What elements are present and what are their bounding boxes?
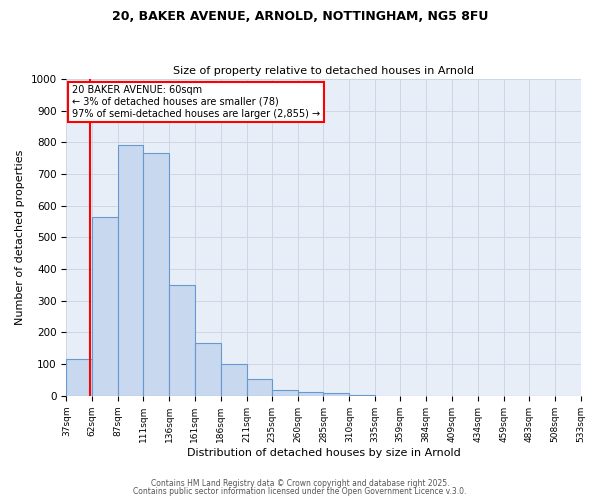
Bar <box>272 390 298 396</box>
Bar <box>247 379 272 396</box>
Bar <box>169 285 195 396</box>
Text: 20, BAKER AVENUE, ARNOLD, NOTTINGHAM, NG5 8FU: 20, BAKER AVENUE, ARNOLD, NOTTINGHAM, NG… <box>112 10 488 23</box>
Title: Size of property relative to detached houses in Arnold: Size of property relative to detached ho… <box>173 66 474 76</box>
Bar <box>92 217 118 396</box>
Text: Contains public sector information licensed under the Open Government Licence v.: Contains public sector information licen… <box>133 487 467 496</box>
Y-axis label: Number of detached properties: Number of detached properties <box>15 150 25 325</box>
Bar <box>118 144 143 396</box>
X-axis label: Distribution of detached houses by size in Arnold: Distribution of detached houses by size … <box>187 448 460 458</box>
Bar <box>221 364 247 396</box>
Text: Contains HM Land Registry data © Crown copyright and database right 2025.: Contains HM Land Registry data © Crown c… <box>151 478 449 488</box>
Bar <box>143 152 169 396</box>
Text: 20 BAKER AVENUE: 60sqm
← 3% of detached houses are smaller (78)
97% of semi-deta: 20 BAKER AVENUE: 60sqm ← 3% of detached … <box>71 86 320 118</box>
Bar <box>67 360 92 396</box>
Bar <box>349 395 375 396</box>
Bar <box>298 392 323 396</box>
Bar <box>195 342 221 396</box>
Bar <box>323 392 349 396</box>
